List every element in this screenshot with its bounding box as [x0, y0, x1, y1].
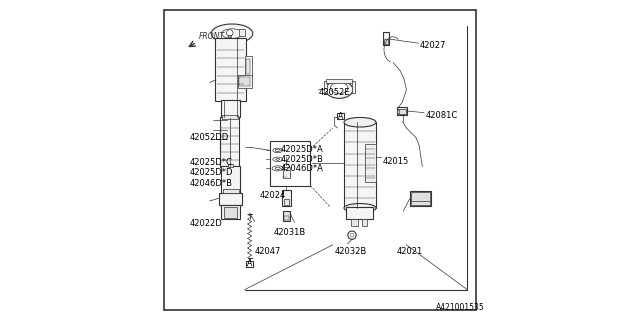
Circle shape — [227, 117, 232, 123]
Bar — [221, 205, 240, 219]
Text: FRONT: FRONT — [198, 32, 225, 41]
Bar — [362, 219, 367, 226]
Ellipse shape — [330, 83, 348, 94]
Text: 42015: 42015 — [383, 157, 409, 166]
Text: 42032B: 42032B — [334, 247, 367, 256]
Bar — [324, 81, 327, 93]
Bar — [270, 141, 310, 186]
Bar — [337, 113, 344, 119]
Text: A: A — [246, 260, 252, 268]
Text: 42025D*D: 42025D*D — [189, 168, 233, 177]
Text: 42025D*C: 42025D*C — [189, 158, 232, 167]
Text: 42052DD: 42052DD — [189, 133, 228, 142]
Text: A421001535: A421001535 — [436, 303, 484, 312]
Bar — [365, 144, 376, 182]
Text: 42081C: 42081C — [426, 111, 458, 120]
Bar — [228, 164, 234, 167]
Bar — [284, 199, 289, 205]
Text: 42025D*A: 42025D*A — [281, 145, 324, 154]
Ellipse shape — [275, 149, 280, 152]
Bar — [228, 35, 232, 37]
Ellipse shape — [273, 157, 283, 162]
Ellipse shape — [275, 167, 280, 170]
Bar — [352, 81, 355, 93]
Ellipse shape — [326, 81, 353, 99]
Bar — [223, 189, 239, 193]
Bar — [246, 59, 250, 74]
Bar — [221, 166, 240, 194]
Bar — [383, 32, 389, 45]
Bar — [384, 39, 388, 44]
Bar — [246, 261, 253, 267]
Bar — [283, 211, 290, 221]
Bar — [398, 109, 406, 114]
Bar — [239, 29, 245, 36]
Bar — [222, 115, 238, 119]
Bar — [283, 167, 291, 178]
Ellipse shape — [272, 166, 284, 171]
Bar — [284, 216, 289, 220]
Text: 42052E: 42052E — [319, 88, 350, 97]
Bar — [410, 191, 431, 206]
Bar — [351, 219, 358, 226]
Bar — [224, 207, 237, 218]
Text: 42025D*B: 42025D*B — [281, 155, 324, 164]
Bar — [397, 110, 399, 113]
Ellipse shape — [273, 148, 283, 153]
Ellipse shape — [344, 204, 376, 212]
Ellipse shape — [276, 158, 280, 160]
Circle shape — [350, 233, 354, 237]
Text: 42024: 42024 — [259, 191, 285, 200]
Text: 42022D: 42022D — [189, 220, 222, 228]
Text: 42027: 42027 — [419, 41, 445, 50]
Bar — [215, 38, 246, 101]
Text: A: A — [338, 112, 344, 121]
Bar — [282, 190, 291, 206]
Text: 42046D*A: 42046D*A — [281, 164, 324, 173]
Bar — [221, 100, 240, 117]
Circle shape — [227, 30, 233, 36]
Bar — [344, 122, 376, 208]
Bar — [238, 75, 252, 88]
Bar — [239, 77, 250, 86]
Ellipse shape — [344, 117, 376, 127]
Circle shape — [348, 231, 356, 239]
Text: 42047: 42047 — [254, 247, 281, 256]
Text: 42046D*B: 42046D*B — [189, 179, 232, 188]
Ellipse shape — [211, 24, 253, 43]
Circle shape — [227, 127, 232, 132]
Bar — [411, 192, 430, 205]
Bar — [245, 56, 252, 77]
Text: 42021: 42021 — [397, 247, 423, 256]
Bar — [397, 107, 407, 115]
Bar — [326, 79, 352, 83]
Circle shape — [227, 136, 232, 142]
Bar — [220, 117, 239, 167]
Ellipse shape — [221, 29, 243, 38]
Circle shape — [283, 164, 289, 170]
Text: 42031B: 42031B — [274, 228, 306, 237]
Bar — [219, 193, 243, 205]
Bar — [346, 207, 374, 219]
